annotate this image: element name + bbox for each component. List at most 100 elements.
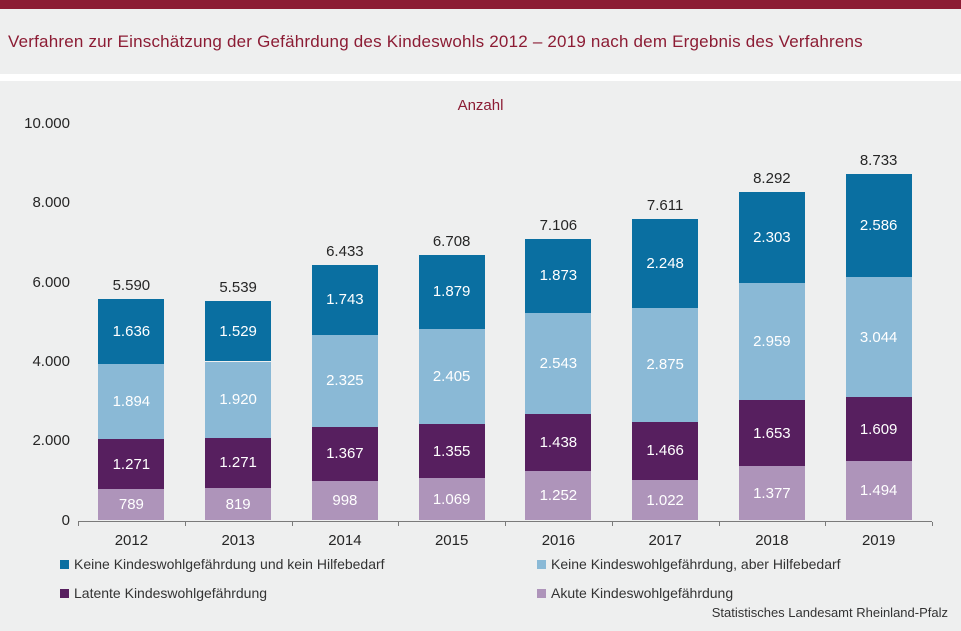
x-axis-category-label: 2014: [328, 531, 362, 549]
bar-segment-label: 2.405: [432, 368, 471, 386]
bar-segment-label: 789: [118, 496, 144, 514]
legend-item: Keine Kindeswohlgefährdung und kein Hilf…: [60, 556, 385, 572]
bar-segment-label: 1.636: [112, 322, 151, 340]
chart-title: Anzahl: [457, 97, 504, 114]
x-axis-tick: [184, 521, 186, 526]
bar-segment-label: 1.252: [539, 487, 578, 505]
bar-segment-label: 1.494: [859, 482, 898, 500]
bar-segment: 1.355: [418, 424, 485, 479]
legend-label: Akute Kindeswohlgefährdung: [551, 585, 734, 601]
bar-total-label: 8.733: [859, 152, 898, 170]
bar-segment: 819: [205, 488, 272, 521]
y-axis-tick-label: 2.000: [32, 432, 70, 450]
bar-segment: 1.377: [738, 465, 805, 521]
bar-total-label: 7.106: [539, 216, 578, 234]
bar-segment-label: 1.743: [326, 291, 364, 309]
legend-swatch: [537, 588, 546, 598]
x-axis-category-label: 2012: [114, 531, 149, 549]
bar-total-label: 7.611: [646, 196, 684, 214]
legend-label: Latente Kindeswohlgefährdung: [74, 585, 268, 601]
bar-segment-label: 1.466: [646, 442, 684, 460]
bar-segment-label: 1.271: [112, 455, 151, 473]
y-axis-tick-label: 10.000: [24, 115, 70, 132]
x-axis-tick: [932, 521, 933, 526]
bar-segment: 2.875: [632, 307, 699, 422]
y-axis-tick-label: 6.000: [32, 273, 70, 291]
x-axis-category-label: 2013: [221, 531, 255, 549]
legend-item: Keine Kindeswohlgefährdung, aber Hilfebe…: [537, 556, 841, 572]
bar-segment: 1.920: [205, 361, 272, 438]
top-accent-bar: [0, 0, 961, 9]
bar-segment: 2.959: [738, 283, 805, 401]
header: Verfahren zur Einschätzung der Gefährdun…: [0, 9, 961, 74]
legend-item: Latente Kindeswohlgefährdung: [60, 585, 267, 601]
bar-segment: 1.636: [98, 298, 165, 364]
x-axis-tick: [825, 521, 827, 526]
y-axis-tick-label: 0: [61, 511, 70, 529]
bar-segment: 1.022: [632, 479, 699, 521]
bar-segment-label: 1.894: [112, 392, 151, 410]
bar-segment: 2.543: [525, 313, 592, 414]
bar-segment: 1.653: [738, 400, 805, 466]
bar-segment-label: 1.873: [539, 267, 578, 285]
x-axis-tick: [78, 521, 79, 526]
bar-segment-label: 2.543: [539, 354, 578, 372]
bar-segment: 1.252: [525, 470, 592, 521]
x-axis-line: [78, 520, 932, 522]
bar-total-label: 5.590: [112, 276, 151, 294]
x-axis-category-label: 2018: [755, 531, 789, 549]
bar-segment-label: 1.367: [326, 445, 364, 463]
bar-segment: 2.586: [845, 174, 912, 277]
bar-segment-label: 1.879: [432, 283, 471, 301]
bar-segment-label: 2.303: [753, 228, 791, 246]
x-axis-category-label: 2015: [434, 531, 469, 549]
bar-segment: 1.743: [311, 265, 378, 335]
bar-segment-label: 1.438: [539, 433, 578, 451]
bar-segment: 2.325: [311, 334, 378, 427]
x-axis-tick: [611, 521, 613, 526]
bar-segment: 1.069: [418, 478, 485, 521]
bar-segment: 1.894: [98, 363, 165, 439]
bar-segment: 1.271: [98, 438, 165, 490]
plot-area: 0 2.000 4.000 6.000 8.000 10.000 789 1.271 1.894…: [0, 81, 961, 631]
bar-segment: 1.873: [525, 238, 592, 313]
bar-segment-label: 3.044: [859, 328, 898, 346]
bar-total-label: 6.708: [432, 232, 471, 250]
bar-segment-label: 2.875: [646, 356, 684, 374]
bar-segment-label: 1.355: [432, 442, 471, 460]
y-axis-tick-label: 8.000: [32, 194, 70, 212]
bar-segment: 1.271: [205, 437, 272, 489]
bar-segment-label: 2.325: [326, 372, 364, 390]
x-axis-category-label: 2017: [648, 531, 682, 549]
y-axis-tick-label: 4.000: [32, 352, 70, 370]
legend-swatch: [60, 559, 69, 569]
bar-segment-label: 1.069: [432, 490, 471, 508]
bar-segment: 3.044: [845, 276, 912, 398]
bar-segment: 998: [311, 480, 378, 521]
x-axis-tick: [718, 521, 720, 526]
bar-segment-label: 2.586: [859, 217, 898, 234]
bar-segment: 2.405: [418, 329, 485, 425]
bar-segment: 1.438: [525, 413, 592, 471]
bar-segment-label: 1.271: [219, 454, 257, 472]
bar-segment-label: 819: [225, 495, 251, 513]
bar-total-label: 5.539: [219, 278, 257, 296]
bar-segment: 2.303: [738, 191, 805, 284]
chart-section: Anzahl 0 2.000 4.000 6.000 8.000 10.000 789 1.2…: [0, 81, 961, 631]
legend-label: Keine Kindeswohlgefährdung und kein Hilf…: [74, 556, 385, 572]
bar-segment-label: 1.920: [219, 391, 257, 409]
bar-segment: 1.879: [418, 254, 485, 330]
legend-swatch: [60, 588, 69, 598]
bar-segment: 1.494: [845, 461, 912, 521]
legend-item: Akute Kindeswohlgefährdung: [537, 585, 733, 601]
x-axis-tick: [291, 521, 293, 526]
bar-segment: 2.248: [632, 218, 699, 308]
bar-segment-label: 998: [332, 492, 358, 510]
x-axis-category-label: 2016: [541, 531, 576, 549]
x-axis-category-label: 2019: [861, 531, 896, 549]
bar-segment: 1.609: [845, 397, 912, 462]
bar-segment-label: 2.959: [753, 333, 791, 351]
bar-total-label: 6.433: [326, 243, 364, 261]
bar-segment-label: 1.529: [219, 322, 257, 340]
bar-total-label: 8.292: [753, 169, 791, 187]
